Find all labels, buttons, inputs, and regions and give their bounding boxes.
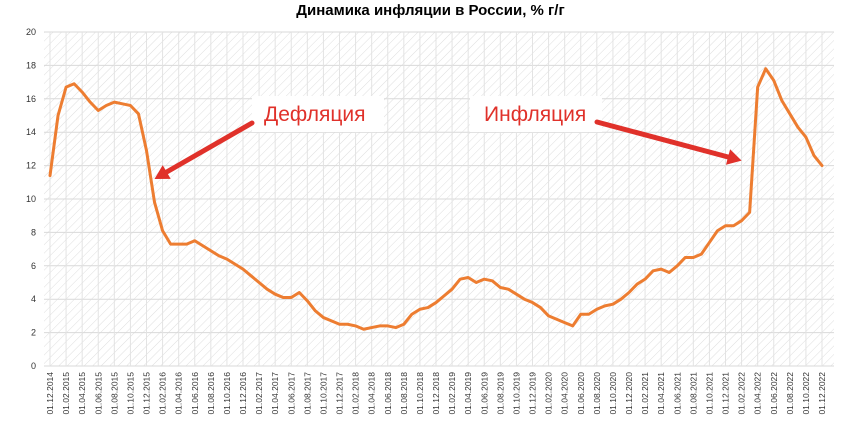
x-tick-label: 01.02.2021 xyxy=(640,372,650,415)
x-tick-label: 01.12.2021 xyxy=(721,372,731,415)
y-tick-label: 4 xyxy=(31,294,36,304)
y-tick-label: 0 xyxy=(31,361,36,371)
x-tick-label: 01.04.2016 xyxy=(174,372,184,415)
arrow-head-icon xyxy=(726,149,742,165)
x-tick-label: 01.06.2020 xyxy=(576,372,586,415)
y-tick-label: 6 xyxy=(31,261,36,271)
x-tick-label: 01.06.2019 xyxy=(479,372,489,415)
x-tick-label: 01.10.2015 xyxy=(125,372,135,415)
x-tick-label: 01.10.2021 xyxy=(704,372,714,415)
y-tick-label: 2 xyxy=(31,328,36,338)
x-tick-label: 01.12.2018 xyxy=(431,372,441,415)
arrow-head-icon xyxy=(154,165,171,179)
x-tick-label: 01.08.2021 xyxy=(688,372,698,415)
x-tick-label: 01.08.2017 xyxy=(302,372,312,415)
x-tick-label: 01.12.2017 xyxy=(335,372,345,415)
x-tick-label: 01.04.2022 xyxy=(753,372,763,415)
x-tick-label: 01.12.2014 xyxy=(45,372,55,415)
x-tick-label: 01.02.2022 xyxy=(737,372,747,415)
x-tick-label: 01.08.2019 xyxy=(495,372,505,415)
y-tick-label: 12 xyxy=(26,161,36,171)
x-tick-label: 01.04.2015 xyxy=(77,372,87,415)
x-tick-label: 01.10.2018 xyxy=(415,372,425,415)
x-tick-label: 01.12.2016 xyxy=(238,372,248,415)
x-tick-label: 01.08.2020 xyxy=(592,372,602,415)
x-tick-label: 01.06.2015 xyxy=(93,372,103,415)
y-tick-label: 14 xyxy=(26,127,36,137)
annotation-deflation: Дефляция xyxy=(264,103,365,126)
x-tick-label: 01.06.2022 xyxy=(769,372,779,415)
x-tick-label: 01.02.2016 xyxy=(158,372,168,415)
x-tick-label: 01.06.2018 xyxy=(383,372,393,415)
x-tick-label: 01.10.2019 xyxy=(511,372,521,415)
x-tick-label: 01.10.2016 xyxy=(222,372,232,415)
x-tick-label: 01.02.2017 xyxy=(254,372,264,415)
y-tick-label: 8 xyxy=(31,227,36,237)
x-tick-label: 01.10.2022 xyxy=(801,372,811,415)
x-tick-label: 01.12.2020 xyxy=(624,372,634,415)
x-tick-label: 01.10.2017 xyxy=(318,372,328,415)
x-tick-label: 01.02.2020 xyxy=(544,372,554,415)
annotation-inflation: Инфляция xyxy=(484,103,586,126)
x-tick-label: 01.08.2016 xyxy=(206,372,216,415)
inflation-line xyxy=(48,67,824,331)
x-tick-label: 01.06.2016 xyxy=(190,372,200,415)
x-tick-label: 01.06.2017 xyxy=(286,372,296,415)
annotation-box xyxy=(470,96,602,132)
x-tick-label: 01.04.2021 xyxy=(656,372,666,415)
annotation-arrow xyxy=(164,120,255,175)
annotation-arrow xyxy=(594,119,731,160)
x-tick-label: 01.08.2022 xyxy=(785,372,795,415)
x-tick-label: 01.04.2017 xyxy=(270,372,280,415)
x-tick-label: 01.04.2018 xyxy=(367,372,377,415)
x-tick-label: 01.12.2015 xyxy=(142,372,152,415)
y-tick-label: 10 xyxy=(26,194,36,204)
x-tick-label: 01.04.2019 xyxy=(463,372,473,415)
y-tick-label: 20 xyxy=(26,27,36,37)
x-tick-label: 01.12.2022 xyxy=(817,372,827,415)
x-tick-label: 01.12.2019 xyxy=(528,372,538,415)
x-tick-label: 01.02.2018 xyxy=(351,372,361,415)
annotation-box xyxy=(252,96,384,132)
y-tick-label: 18 xyxy=(26,60,36,70)
x-tick-label: 01.06.2021 xyxy=(672,372,682,415)
x-tick-label: 01.02.2015 xyxy=(61,372,71,415)
x-tick-label: 01.10.2020 xyxy=(608,372,618,415)
y-tick-label: 16 xyxy=(26,94,36,104)
x-tick-label: 01.02.2019 xyxy=(447,372,457,415)
x-tick-label: 01.08.2015 xyxy=(109,372,119,415)
x-tick-label: 01.08.2018 xyxy=(399,372,409,415)
x-tick-label: 01.04.2020 xyxy=(560,372,570,415)
chart-title: Динамика инфляции в России, % г/г xyxy=(296,2,565,19)
